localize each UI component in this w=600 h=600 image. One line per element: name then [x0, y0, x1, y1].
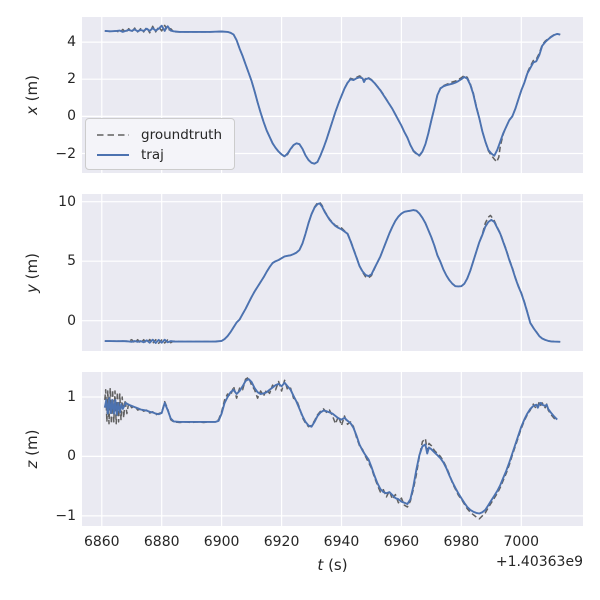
y-tick-label-x: −2: [55, 145, 76, 162]
groundtruth-dashed-line-icon: [97, 133, 129, 137]
x-axis-label: t (s): [317, 556, 348, 574]
y-tick-label-x: 0: [67, 108, 76, 125]
axis-offset-label: +1.40363e9: [495, 554, 583, 570]
plot-area-z: [82, 372, 583, 526]
x-tick-label: 6860: [83, 534, 120, 550]
groundtruth-line: [104, 376, 558, 520]
legend-label-traj: traj: [141, 147, 164, 163]
traj-line: [104, 24, 561, 165]
traj-line: [104, 202, 561, 344]
y-tick-label-z: −1: [55, 507, 76, 524]
y-tick-label-z: 1: [67, 388, 76, 405]
y-tick-label-y: 10: [58, 193, 76, 210]
traj-line: [103, 378, 558, 515]
subplot-z: [82, 372, 583, 526]
x-tick-label: 6880: [143, 534, 180, 550]
legend-entry-traj: traj: [97, 145, 222, 165]
x-tick-label: 6940: [323, 534, 360, 550]
y-tick-label-z: 0: [67, 448, 76, 465]
x-tick-label: 6920: [263, 534, 300, 550]
traj-solid-line-icon: [97, 153, 129, 157]
y-tick-label-y: 0: [67, 312, 76, 329]
y-tick-label-x: 4: [67, 34, 76, 51]
x-tick-label: 6960: [383, 534, 420, 550]
y-tick-label-x: 2: [67, 71, 76, 88]
subplot-y: [82, 194, 583, 351]
legend-label-groundtruth: groundtruth: [141, 127, 223, 143]
x-tick-label: 6900: [203, 534, 240, 550]
x-tick-label: 6980: [443, 534, 480, 550]
legend: groundtruth traj: [85, 118, 236, 170]
x-tick-label: 7000: [503, 534, 540, 550]
legend-entry-groundtruth: groundtruth: [97, 125, 222, 145]
plot-area-y: [82, 194, 583, 351]
y-tick-label-y: 5: [67, 253, 76, 270]
